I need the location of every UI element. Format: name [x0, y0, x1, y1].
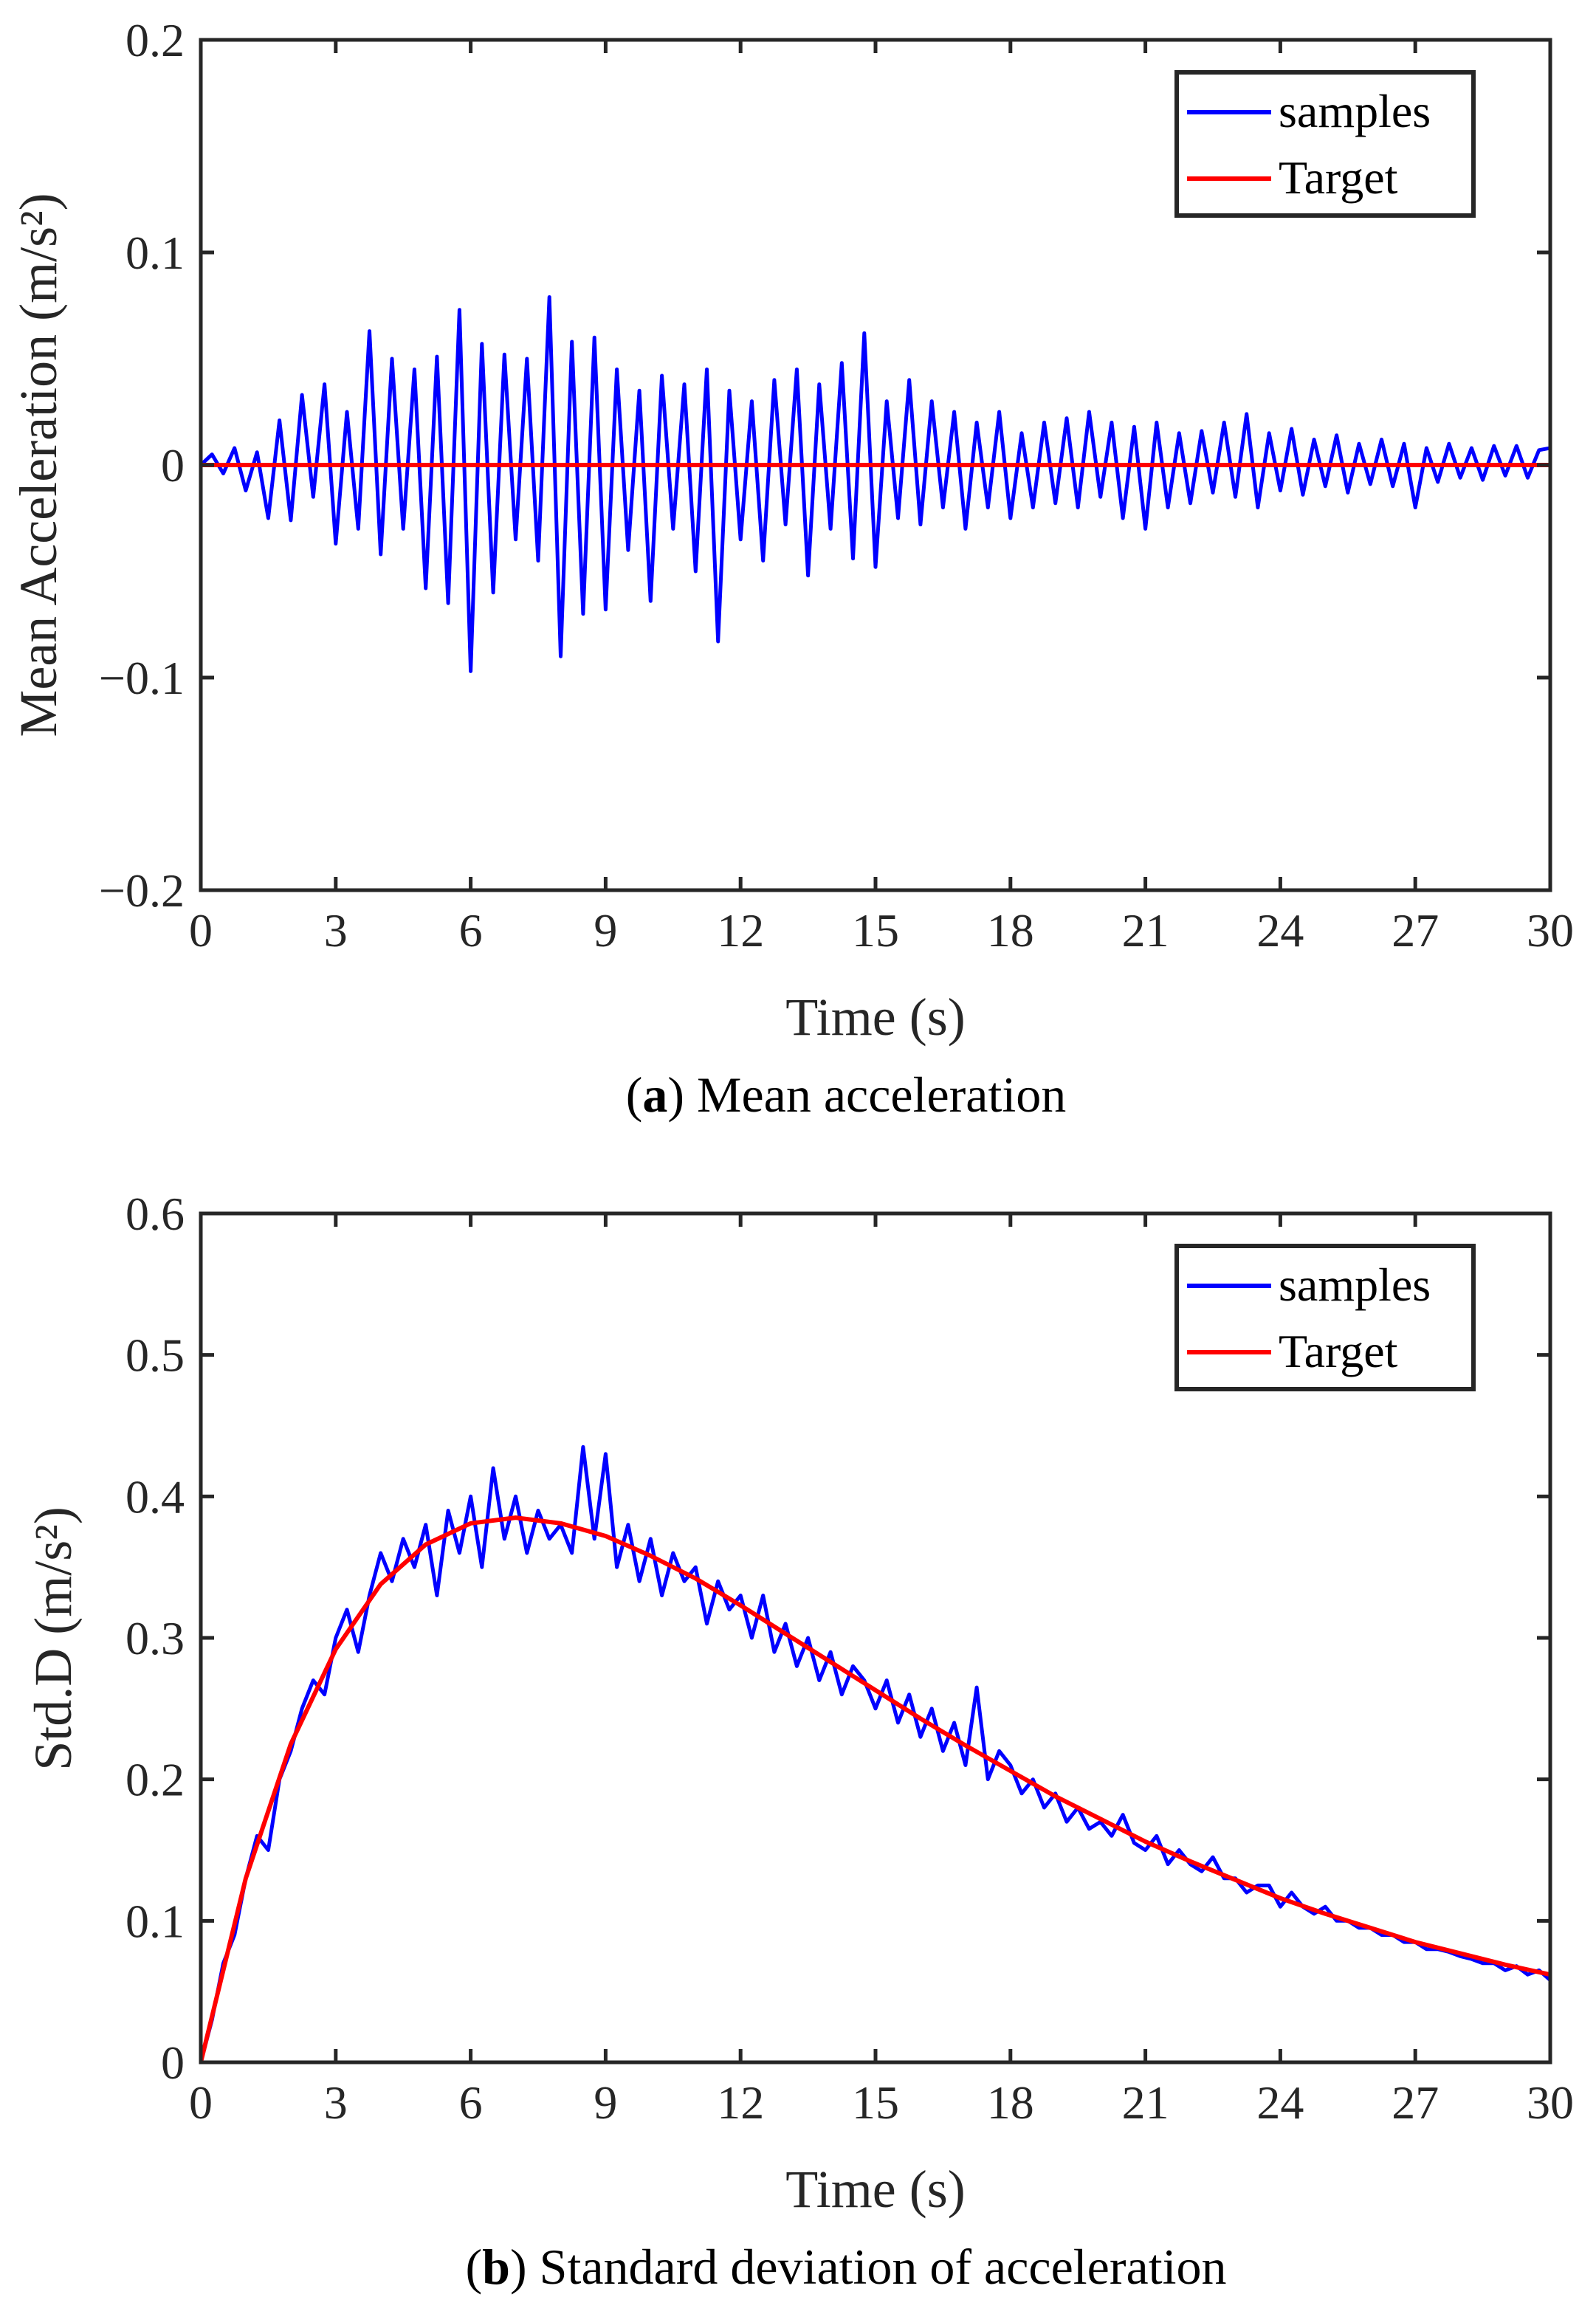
x-tick-label: 21: [1122, 2076, 1169, 2129]
caption: (b) Standard deviation of acceleration: [466, 2239, 1227, 2295]
legend: samples Target: [1174, 1244, 1476, 1391]
x-tick-label: 18: [987, 904, 1034, 957]
x-tick-label: 9: [594, 2076, 617, 2129]
y-tick-label: −0.1: [99, 652, 185, 704]
x-tick-label: 15: [852, 2076, 899, 2129]
series-samples-line: [201, 295, 1550, 673]
series-target-line: [201, 1515, 1550, 2062]
y-tick-label: 0.6: [125, 1188, 185, 1240]
y-tick-label: 0.2: [125, 1754, 185, 1806]
x-tick-label: 18: [987, 2076, 1034, 2129]
caption: (a) Mean acceleration: [626, 1067, 1067, 1123]
y-axis-label: Mean Acceleration (m/s²): [9, 193, 68, 737]
series-samples-line: [201, 1444, 1550, 2062]
x-tick-label: 12: [717, 904, 764, 957]
y-tick-label: 0.5: [125, 1329, 185, 1382]
x-tick-label: 15: [852, 904, 899, 957]
y-tick-label: 0: [161, 2036, 185, 2089]
x-tick-label: 3: [324, 904, 348, 957]
y-tick-label: 0.1: [125, 227, 185, 279]
x-tick-label: 6: [459, 904, 483, 957]
x-tick-label: 27: [1392, 904, 1439, 957]
legend-box: [1174, 1244, 1476, 1391]
panel-b-std-deviation: Std.D (m/s²) Time (s) (b) Standard devia…: [24, 1188, 1574, 2295]
legend-label-samples: samples: [1279, 1258, 1431, 1311]
x-tick-label: 0: [189, 904, 213, 957]
x-tick-label: 24: [1256, 2076, 1304, 2129]
caption-label: b: [482, 2239, 510, 2295]
x-tick-label: 24: [1256, 904, 1304, 957]
x-tick-label: 6: [459, 2076, 483, 2129]
y-tick-label: 0: [161, 439, 185, 492]
x-tick-label: 30: [1527, 2076, 1574, 2129]
y-tick-label: 0.3: [125, 1612, 185, 1664]
x-tick-label: 27: [1392, 2076, 1439, 2129]
y-axis-label: Std.D (m/s²): [24, 1506, 83, 1771]
caption-text: Mean acceleration: [697, 1067, 1066, 1123]
x-tick-label: 30: [1527, 904, 1574, 957]
x-tick-label: 9: [594, 904, 617, 957]
x-axis-label: Time (s): [785, 988, 965, 1047]
y-tick-label: 0.4: [125, 1470, 185, 1523]
legend: samples Target: [1174, 70, 1476, 218]
x-tick-label: 3: [324, 2076, 348, 2129]
x-tick-label: 21: [1122, 904, 1169, 957]
x-tick-label: 12: [717, 2076, 764, 2129]
legend-box: [1174, 70, 1476, 218]
legend-label-samples: samples: [1279, 85, 1431, 137]
x-tick-label: 0: [189, 2076, 213, 2129]
legend-label-target: Target: [1279, 151, 1398, 204]
legend-label-target: Target: [1279, 1325, 1398, 1377]
y-tick-label: 0.2: [125, 14, 185, 66]
y-tick-label: 0.1: [125, 1895, 185, 1947]
x-axis-label: Time (s): [785, 2160, 965, 2219]
caption-label: a: [642, 1067, 667, 1123]
caption-text: Standard deviation of acceleration: [540, 2239, 1227, 2295]
panel-a-mean-acceleration: Mean Acceleration (m/s²) Time (s) (a) Me…: [9, 14, 1574, 1123]
y-tick-label: −0.2: [99, 864, 185, 917]
